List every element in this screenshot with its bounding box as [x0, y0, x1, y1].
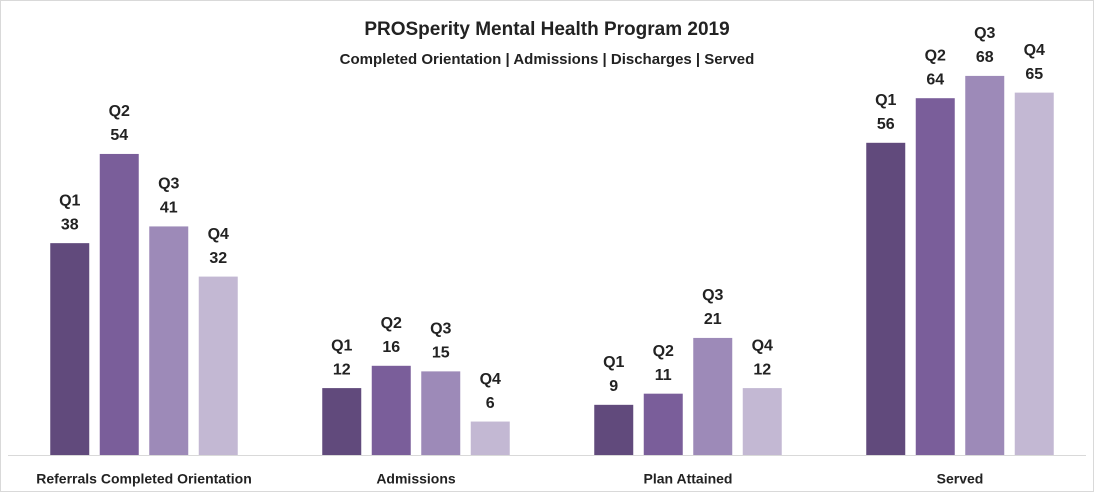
- data-label: 41: [160, 200, 178, 217]
- data-label-series: Q1: [331, 337, 352, 354]
- data-label: 12: [333, 361, 351, 378]
- data-label: 6: [486, 395, 495, 412]
- x-tick-label: Referrals Completed Orientation: [36, 471, 252, 487]
- data-label: 56: [877, 116, 895, 133]
- data-label: 12: [753, 361, 771, 378]
- bar: [594, 404, 634, 455]
- x-tick-label: Plan Attained: [644, 471, 733, 487]
- bar: [693, 337, 733, 455]
- bar: [99, 153, 139, 455]
- data-label-series: Q4: [208, 226, 229, 243]
- bar: [1014, 92, 1054, 455]
- bar: [866, 142, 906, 456]
- data-label: 9: [609, 378, 618, 395]
- data-label-series: Q3: [974, 25, 995, 42]
- data-label: 15: [432, 345, 450, 362]
- data-label-series: Q2: [653, 343, 674, 360]
- data-label: 64: [926, 71, 944, 88]
- bar: [421, 371, 461, 455]
- data-label: 32: [209, 250, 227, 267]
- data-label-series: Q2: [109, 103, 130, 120]
- bar: [149, 226, 189, 455]
- bar: [470, 421, 510, 455]
- x-tick-label: Served: [937, 471, 984, 487]
- data-label-series: Q3: [702, 287, 723, 304]
- data-label: 68: [976, 49, 994, 66]
- data-label-series: Q4: [752, 337, 773, 354]
- data-label-series: Q1: [59, 192, 80, 209]
- data-label-series: Q1: [603, 354, 624, 371]
- bar: [371, 365, 411, 455]
- data-label-series: Q4: [1024, 42, 1045, 59]
- bar: [915, 98, 955, 455]
- data-label: 21: [704, 311, 722, 328]
- data-label-series: Q3: [430, 321, 451, 338]
- data-label: 11: [655, 367, 672, 384]
- chart-title: PROSperity Mental Health Program 2019: [364, 19, 729, 40]
- data-label-series: Q3: [158, 176, 179, 193]
- data-label-series: Q2: [381, 315, 402, 332]
- data-label: 65: [1025, 66, 1043, 83]
- data-label: 16: [382, 339, 400, 356]
- bar: [50, 243, 90, 455]
- bar: [742, 388, 782, 455]
- bar: [965, 75, 1005, 456]
- data-label-series: Q4: [480, 371, 501, 388]
- chart-subtitle: Completed Orientation | Admissions | Dis…: [340, 51, 755, 68]
- bar: [643, 393, 683, 455]
- x-tick-label: Admissions: [376, 471, 456, 487]
- bar: [322, 388, 362, 455]
- data-label-series: Q2: [925, 47, 946, 64]
- data-label: 54: [110, 127, 128, 144]
- data-label: 38: [61, 216, 79, 233]
- data-label-series: Q1: [875, 92, 896, 109]
- bar: [198, 276, 238, 455]
